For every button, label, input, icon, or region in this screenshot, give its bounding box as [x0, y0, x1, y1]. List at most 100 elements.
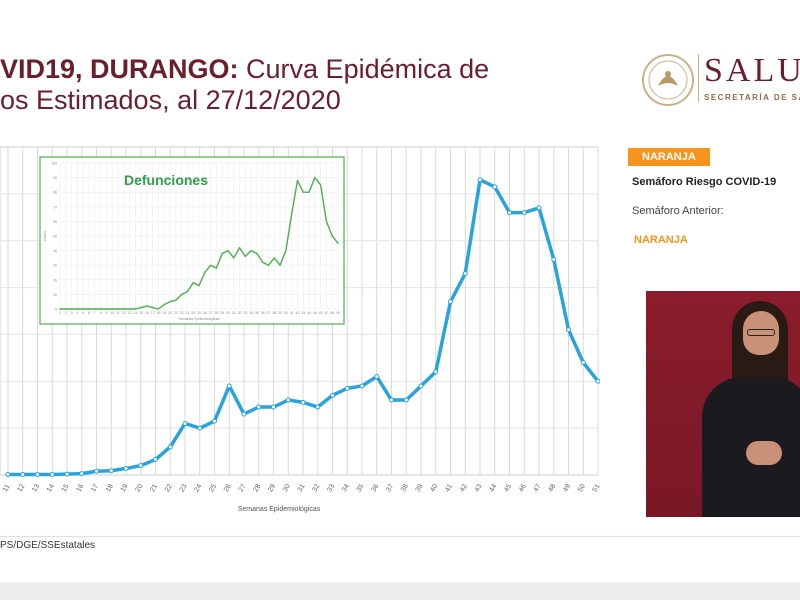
x-tick-label: 15: [61, 483, 71, 493]
inset-x-tick-label: 5: [82, 311, 84, 315]
data-point-main: [5, 472, 11, 478]
bottom-strip: [0, 582, 800, 600]
data-point-main: [182, 420, 188, 426]
slide: VID19, DURANGO: Curva Epidémica de os Es…: [0, 52, 800, 551]
x-tick-label: 47: [533, 483, 543, 493]
inset-y-tick-label: 60: [53, 220, 57, 224]
data-point-main: [477, 177, 483, 183]
data-point-defunciones: [169, 301, 171, 303]
logo-name: SALU: [704, 52, 800, 89]
data-point-main: [403, 397, 409, 403]
data-point-defunciones: [279, 264, 281, 266]
data-point-main: [108, 468, 114, 474]
inset-x-tick-label: 34: [249, 311, 253, 315]
title-rest: Curva Epidémica de: [238, 54, 490, 84]
x-tick-label: 17: [90, 483, 100, 493]
x-tick-label: 38: [400, 483, 410, 493]
data-point-defunciones: [337, 242, 339, 244]
x-tick-label: 45: [503, 483, 513, 493]
data-point-defunciones: [285, 249, 287, 252]
inset-y-tick-label: 20: [53, 278, 57, 282]
data-point-main: [374, 374, 380, 380]
data-point-defunciones: [198, 284, 200, 287]
x-tick-label: 46: [518, 483, 528, 493]
x-tick-label: 28: [252, 483, 262, 493]
inset-x-tick-label: 19: [162, 311, 166, 315]
data-point-defunciones: [59, 308, 61, 310]
data-point-defunciones: [163, 303, 165, 306]
inset-x-tick-label: 14: [133, 311, 137, 315]
x-tick-label: 21: [149, 483, 159, 493]
x-tick-label: 43: [474, 483, 484, 493]
data-point-defunciones: [308, 191, 310, 193]
inset-x-tick-label: 8: [100, 311, 102, 315]
data-point-main: [49, 472, 55, 478]
inset-x-tick-label: 22: [180, 311, 184, 315]
inset-y-axis-label: Casos: [43, 231, 47, 241]
x-tick-label: 22: [164, 483, 174, 493]
inset-x-tick-label: 16: [145, 311, 149, 315]
data-point-defunciones: [325, 220, 328, 223]
inset-x-tick-label: 28: [214, 311, 218, 315]
inset-x-tick-label: 23: [185, 311, 189, 315]
x-tick-label: 18: [105, 483, 115, 493]
interpreter-hands: [746, 441, 782, 465]
data-point-defunciones: [65, 308, 67, 310]
inset-x-tick-label: 45: [313, 311, 317, 315]
data-point-defunciones: [215, 267, 218, 269]
data-point-defunciones: [314, 176, 316, 179]
data-point-defunciones: [128, 308, 131, 310]
inset-y-tick-label: 10: [53, 293, 57, 297]
slide-title: VID19, DURANGO: Curva Epidémica de os Es…: [0, 54, 600, 116]
inset-x-tick-label: 37: [267, 311, 271, 315]
inset-x-tick-label: 36: [261, 311, 265, 315]
data-point-main: [330, 392, 335, 398]
x-tick-label: 33: [326, 483, 336, 493]
data-point-main: [595, 378, 601, 384]
data-point-defunciones: [88, 308, 90, 310]
x-tick-label: 24: [193, 483, 203, 493]
data-point-main: [315, 404, 321, 410]
inset-x-tick-label: 39: [278, 311, 282, 315]
inset-x-tick-label: 17: [151, 311, 155, 315]
data-point-main: [551, 256, 557, 262]
data-point-defunciones: [70, 308, 73, 310]
inset-x-tick-label: 30: [226, 311, 230, 315]
inset-y-tick-label: 0: [55, 308, 57, 312]
inset-y-tick-label: 30: [53, 264, 57, 268]
data-point-main: [418, 383, 424, 389]
x-tick-label: 35: [356, 483, 366, 493]
semaforo-badge: NARANJA: [628, 148, 710, 166]
data-point-main: [167, 444, 173, 450]
inset-x-tick-label: 41: [290, 311, 294, 315]
data-point-defunciones: [262, 261, 264, 263]
inset-x-tick-label: 12: [122, 311, 126, 315]
data-point-defunciones: [192, 282, 194, 284]
footer-divider: [0, 536, 800, 537]
inset-x-tick-label: 38: [272, 311, 276, 315]
data-point-defunciones: [302, 191, 304, 193]
inset-x-axis-label: Semanas Epidemiológicas: [178, 317, 219, 321]
inset-x-tick-label: 48: [330, 311, 334, 315]
x-tick-label: 12: [16, 483, 26, 493]
x-tick-label: 44: [488, 483, 498, 493]
inset-x-tick-label: 25: [197, 311, 201, 315]
sign-language-interpreter-video: [646, 291, 800, 517]
data-point-main: [580, 360, 586, 366]
inset-x-tick-label: 10: [110, 311, 114, 315]
data-point-main: [94, 468, 99, 474]
x-tick-label: 50: [577, 483, 587, 493]
inset-x-tick-label: 13: [128, 311, 132, 315]
inset-frame: [39, 156, 345, 325]
data-point-defunciones: [267, 264, 270, 266]
previous-value: NARANJA: [634, 234, 688, 246]
inset-x-tick-label: 26: [203, 311, 207, 315]
x-tick-label: 42: [459, 483, 469, 493]
inset-title: Defunciones: [124, 172, 208, 188]
data-point-defunciones: [204, 271, 206, 274]
x-tick-label: 11: [2, 483, 12, 493]
inset-x-tick-label: 4: [76, 311, 78, 315]
data-point-defunciones: [99, 308, 102, 310]
x-tick-label: 39: [415, 483, 425, 493]
